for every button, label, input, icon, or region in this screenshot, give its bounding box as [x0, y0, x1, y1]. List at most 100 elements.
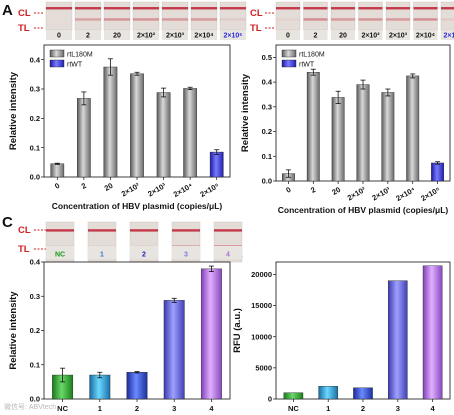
- x-tick-label: 1: [98, 404, 102, 413]
- y-tick-label: 0.2: [30, 114, 40, 123]
- control-line: [172, 229, 200, 232]
- strip-markers-b: CL TL: [250, 8, 275, 34]
- bar: [163, 300, 185, 400]
- strip-body: [45, 1, 73, 31]
- test-strips-a: 0 2 20 2×10² 2×10³ 2×10⁴ 2×10⁵: [45, 1, 247, 40]
- bar: [50, 163, 65, 178]
- strip-body: [219, 1, 247, 31]
- legend-swatch: [49, 49, 65, 58]
- cl-label-a: CL: [18, 8, 31, 19]
- x-tick-label: NC: [288, 404, 299, 413]
- cl-label-c: CL: [18, 225, 31, 236]
- strip-label-pad: [413, 30, 438, 40]
- x-tick-label: 0: [284, 185, 292, 195]
- x-tick-label: 2×10⁴: [172, 181, 195, 199]
- y-tick-label: 0.4: [262, 78, 273, 87]
- x-tick-label: 2×10²: [346, 185, 368, 203]
- bar: [156, 92, 171, 178]
- y-tick-label: 0.4: [30, 55, 41, 64]
- panel-label-c: C: [2, 214, 13, 231]
- y-tick-label: 0.3: [30, 85, 40, 94]
- bar: [103, 66, 118, 178]
- watermark: 微信号: ABVtech: [4, 402, 56, 411]
- strip-label-pad: [358, 30, 383, 40]
- legend-swatch: [281, 59, 297, 68]
- strip-a-0: 0: [45, 1, 73, 40]
- test-line: [303, 18, 328, 21]
- y-tick-label: 0.5: [262, 53, 272, 62]
- strip-body: [103, 1, 131, 31]
- y-tick-label: 0: [268, 395, 272, 404]
- chart-c: 0.0 0.1 0.2 0.3 0.4 Relative intensity NC 1 2 3 4: [8, 258, 231, 413]
- strip-label: 1: [100, 252, 104, 259]
- test-line: [75, 18, 101, 21]
- tl-label-b: TL: [250, 23, 262, 34]
- strip-b-6: 2×10⁵: [440, 1, 454, 40]
- strip-body: [385, 1, 411, 31]
- x-tick-label: 2×10³: [371, 185, 393, 203]
- bar: [200, 268, 222, 400]
- strip-body: [132, 1, 160, 31]
- control-line: [130, 229, 158, 232]
- bar: [126, 372, 148, 400]
- strip-a-2: 20: [103, 1, 131, 40]
- test-line: [441, 18, 454, 21]
- strip-label-pad: [88, 246, 116, 259]
- strip-body: [303, 1, 328, 31]
- control-line: [214, 229, 242, 232]
- y-tick-label: 0.2: [30, 326, 40, 335]
- strip-b-3: 2×10²: [358, 1, 383, 40]
- strip-label: 3: [184, 252, 188, 259]
- chart-d: 0 5000 10000 15000 20000 RFU (a.u.) NC 1 2 3 4: [232, 261, 451, 413]
- x-tick-label: 3: [396, 404, 400, 413]
- y-tick-label: 0.4: [30, 258, 41, 267]
- strip-label-pad: [191, 30, 217, 40]
- y-tick-label: 0.2: [262, 127, 272, 136]
- x-tick-label: 20: [330, 185, 342, 197]
- y-tick-label: 0.1: [30, 360, 40, 369]
- strip-label: 2×10⁵: [443, 33, 454, 40]
- strip-label-pad: [331, 30, 355, 40]
- y-tick-label: 0.3: [262, 102, 272, 111]
- strip-label-pad: [386, 30, 410, 40]
- strip-c-4: 4: [213, 221, 243, 263]
- strip-label: NC: [55, 252, 65, 259]
- strip-label-pad: [441, 30, 454, 40]
- bar: [381, 92, 395, 182]
- strip-label: 2: [142, 252, 146, 259]
- strip-markers-c: CL TL: [18, 225, 46, 255]
- chart-a: 0.0 0.1 0.2 0.3 0.4 Relative intensity Concent…: [8, 44, 231, 211]
- bar: [77, 98, 91, 178]
- strip-body: [161, 1, 189, 31]
- x-tick-label: 2×10⁵: [199, 181, 222, 199]
- bar: [353, 387, 373, 400]
- strip-body: [358, 1, 383, 31]
- x-tick-label: 2×10⁵: [419, 185, 442, 203]
- test-line: [331, 18, 355, 21]
- control-line: [358, 7, 383, 10]
- strip-label-pad: [130, 246, 158, 259]
- strip-label: 20: [339, 33, 347, 40]
- bar: [388, 280, 408, 400]
- strip-label-pad: [104, 30, 130, 40]
- legend-label: rtL180M: [67, 52, 93, 59]
- tl-label-a: TL: [18, 23, 30, 34]
- control-line: [104, 7, 130, 10]
- x-tick-label: 4: [209, 404, 214, 413]
- y-tick-label: 0.1: [30, 143, 40, 152]
- x-tick-label: 20: [103, 181, 115, 193]
- y-tick-label: 0.3: [30, 292, 40, 301]
- y-axis-label: Relative intensity: [240, 73, 251, 152]
- test-line: [276, 18, 300, 21]
- bar: [283, 392, 304, 400]
- x-tick-label: 1: [326, 404, 330, 413]
- control-line: [88, 229, 116, 232]
- test-line: [104, 18, 130, 21]
- bar: [331, 97, 345, 182]
- strip-b-2: 20: [330, 1, 356, 40]
- legend-label: rtWT: [299, 62, 315, 69]
- x-tick-label: 2×10⁴: [394, 185, 417, 203]
- legend-swatch: [281, 49, 297, 58]
- test-line: [413, 18, 438, 21]
